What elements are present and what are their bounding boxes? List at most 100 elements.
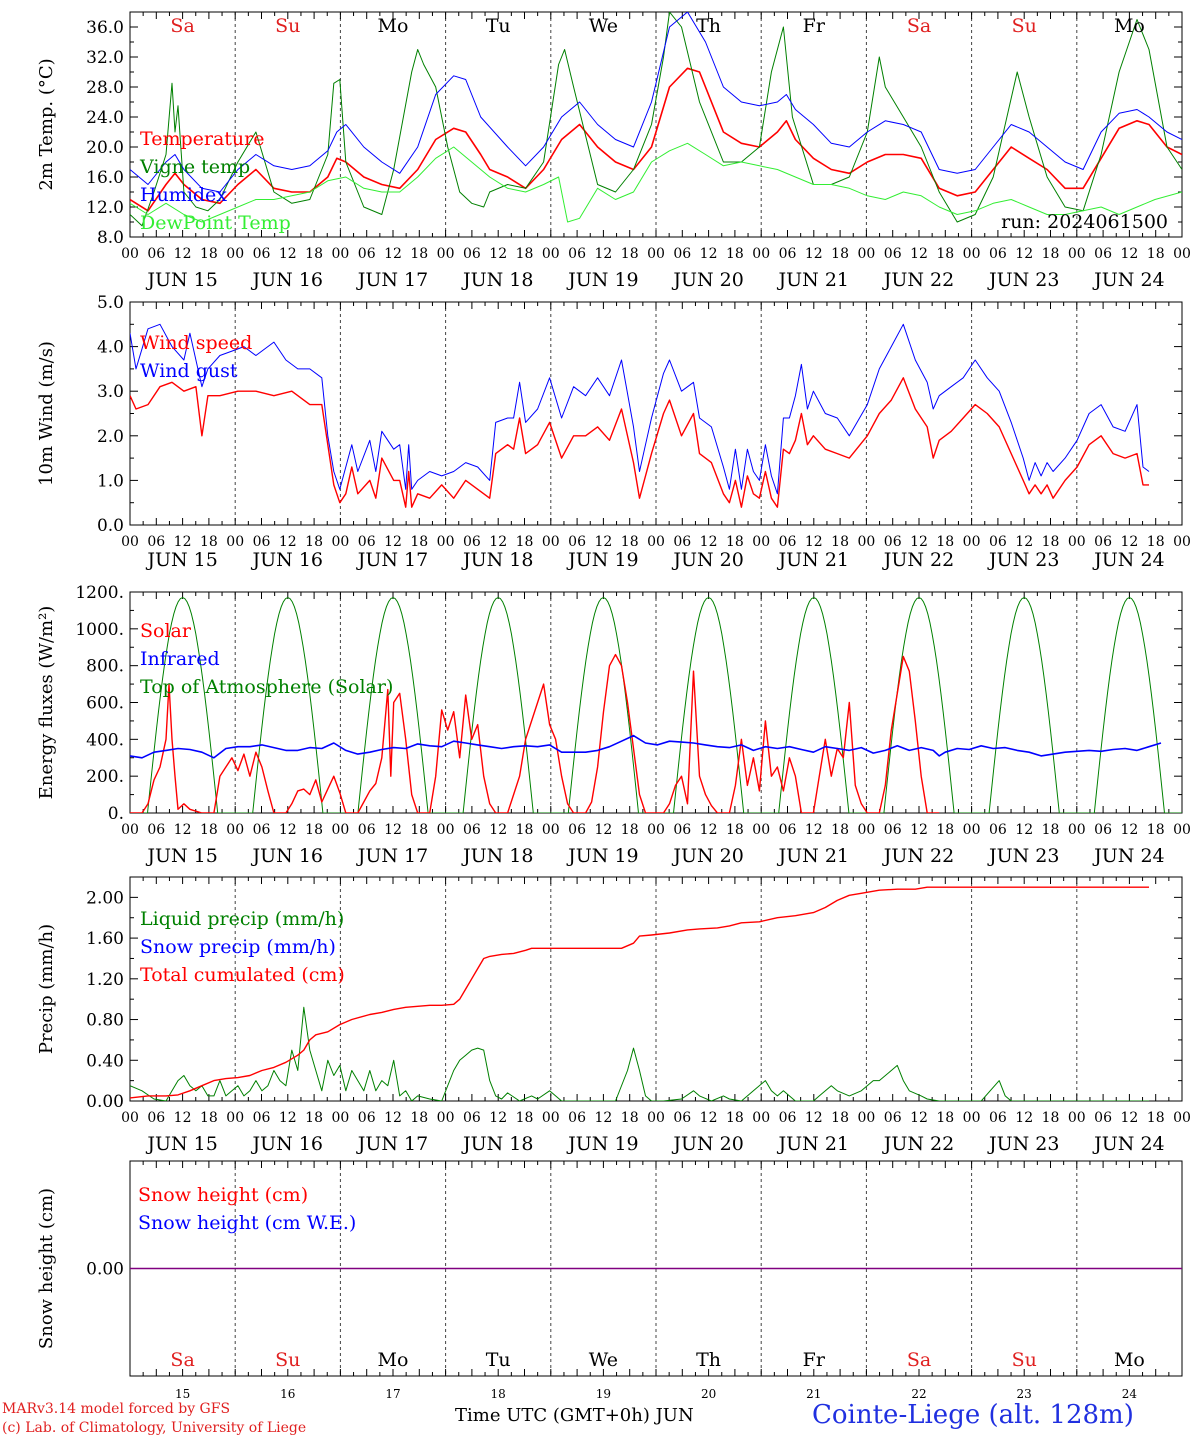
hour-label: 12 <box>1015 246 1033 262</box>
hour-label: 12 <box>174 822 192 838</box>
hour-label: 00 <box>226 822 244 838</box>
y-axis-label: 10m Wind (m/s) <box>36 341 57 486</box>
hour-label: 06 <box>358 1110 376 1126</box>
plot-frame <box>129 301 1183 526</box>
series-total-cumulated-cm <box>130 886 1149 1099</box>
y-tick-label: 1.60 <box>86 929 124 949</box>
hour-label: 18 <box>1042 1110 1060 1126</box>
hour-label: 06 <box>463 534 481 550</box>
date-label: JUN 16 <box>251 549 323 571</box>
date-label: JUN 23 <box>987 269 1059 291</box>
day-number-label: 24 <box>1122 1387 1138 1401</box>
hour-label: 18 <box>1042 534 1060 550</box>
hour-label: 06 <box>989 534 1007 550</box>
day-label: Su <box>1012 15 1037 37</box>
hour-label: 00 <box>1173 534 1191 550</box>
hour-label: 00 <box>121 822 139 838</box>
series-vigne-temp <box>130 12 1182 227</box>
series-group <box>130 596 1182 813</box>
hour-label: 06 <box>989 246 1007 262</box>
hour-label: 06 <box>463 1110 481 1126</box>
date-label: JUN 21 <box>777 269 849 291</box>
date-label: JUN 18 <box>461 549 533 571</box>
hour-label: 12 <box>594 1110 612 1126</box>
day-number-label: 21 <box>806 1387 821 1401</box>
date-label: JUN 20 <box>671 1133 743 1155</box>
legend-entry: Top of Atmosphere (Solar) <box>140 676 393 698</box>
y-axis-label: Energy fluxes (W/m²) <box>36 606 57 800</box>
y-tick-label: 400. <box>86 730 124 750</box>
series-wind-gust <box>130 323 1150 495</box>
legend-entry: Humidex <box>140 184 227 206</box>
hour-label: 12 <box>384 822 402 838</box>
series-toa-solar <box>340 596 446 813</box>
date-label: JUN 21 <box>777 1133 849 1155</box>
hour-label: 18 <box>516 822 534 838</box>
hour-label: 12 <box>489 534 507 550</box>
date-label: JUN 16 <box>251 1133 323 1155</box>
date-label: JUN 15 <box>145 1133 217 1155</box>
day-label: Sa <box>907 15 931 37</box>
hour-label: 12 <box>805 534 823 550</box>
date-label: JUN 18 <box>461 845 533 867</box>
hour-label: 18 <box>410 822 428 838</box>
hour-label: 00 <box>121 534 139 550</box>
hour-label: 00 <box>752 246 770 262</box>
hour-label: 18 <box>305 1110 323 1126</box>
hour-label: 00 <box>1068 822 1086 838</box>
legend-entry: Solar <box>140 620 192 642</box>
hour-label: 06 <box>989 1110 1007 1126</box>
date-label: JUN 19 <box>566 269 638 291</box>
hour-label: 18 <box>936 822 954 838</box>
day-label: Sa <box>170 1349 194 1371</box>
y-tick-label: 800. <box>86 657 124 677</box>
y-axis-label: Snow height (cm) <box>36 1188 57 1349</box>
date-label: JUN 15 <box>145 549 217 571</box>
hour-label: 00 <box>857 822 875 838</box>
date-label: JUN 17 <box>356 549 428 571</box>
hour-label: 06 <box>779 246 797 262</box>
hour-label: 18 <box>1042 822 1060 838</box>
hour-label: 18 <box>936 1110 954 1126</box>
hour-label: 00 <box>963 246 981 262</box>
hour-label: 06 <box>147 246 165 262</box>
day-label: Su <box>275 15 300 37</box>
hour-label: 00 <box>121 1110 139 1126</box>
hour-label: 12 <box>174 534 192 550</box>
hour-label: 00 <box>437 534 455 550</box>
date-label: JUN 19 <box>566 1133 638 1155</box>
hour-label: 18 <box>410 246 428 262</box>
date-label: JUN 17 <box>356 845 428 867</box>
day-label: Fr <box>803 15 826 37</box>
y-tick-label: 0.40 <box>86 1051 124 1071</box>
hour-label: 18 <box>831 822 849 838</box>
hour-label: 00 <box>963 534 981 550</box>
hour-label: 18 <box>936 534 954 550</box>
panel-1: 8.0 12.0 16.0 20.0 24.0 28.0 32.0 36.0 2m Temp. … <box>36 11 1191 291</box>
hour-label: 00 <box>331 822 349 838</box>
series-toa-solar <box>971 596 1077 813</box>
y-tick-label: 2.00 <box>86 888 124 908</box>
hour-label: 12 <box>910 246 928 262</box>
hour-label: 00 <box>647 1110 665 1126</box>
series-group <box>130 12 1182 227</box>
y-tick-label: 16.0 <box>86 168 124 188</box>
hour-label: 00 <box>857 246 875 262</box>
hour-label: 06 <box>147 1110 165 1126</box>
date-label: JUN 16 <box>251 845 323 867</box>
hour-label: 12 <box>174 1110 192 1126</box>
hour-label: 18 <box>516 246 534 262</box>
hour-label: 00 <box>226 534 244 550</box>
hour-label: 00 <box>437 1110 455 1126</box>
hour-label: 12 <box>384 246 402 262</box>
hour-label: 12 <box>1015 534 1033 550</box>
series-group <box>130 886 1149 1101</box>
date-label: JUN 23 <box>987 1133 1059 1155</box>
legend-entry: DewPoint Temp <box>140 212 291 234</box>
lab-credit: (c) Lab. of Climatology, University of L… <box>2 1420 307 1436</box>
hour-label: 18 <box>200 1110 218 1126</box>
hour-label: 18 <box>1147 1110 1165 1126</box>
date-label: JUN 21 <box>777 845 849 867</box>
y-tick-label: 600. <box>86 694 124 714</box>
legend-entry: Infrared <box>140 648 220 670</box>
